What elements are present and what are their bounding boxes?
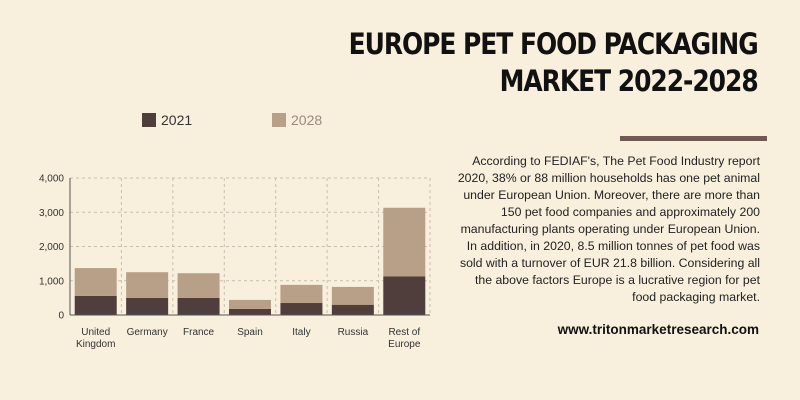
bar-2021 xyxy=(331,304,374,315)
legend-swatch-2021 xyxy=(142,113,156,127)
y-tick-label: 4,000 xyxy=(39,174,64,185)
website-link[interactable]: www.tritonmarketresearch.com xyxy=(557,322,759,337)
bar-2021 xyxy=(74,295,117,315)
x-tick-label: Spain xyxy=(237,327,263,338)
bar-2028 xyxy=(177,273,220,298)
y-tick-label: 3,000 xyxy=(39,208,64,219)
legend-swatch-2028 xyxy=(272,113,286,127)
y-tick-label: 1,000 xyxy=(39,276,64,287)
bar-2028 xyxy=(126,272,169,298)
legend-label-2021: 2021 xyxy=(161,112,193,128)
legend-item-2028: 2028 xyxy=(272,112,322,128)
x-tick-label: Russia xyxy=(338,327,369,338)
description-text: According to FEDIAF's, The Pet Food Indu… xyxy=(457,154,760,304)
bar-2021 xyxy=(126,297,169,315)
legend-item-2021: 2021 xyxy=(142,112,192,128)
x-tick-label: France xyxy=(183,327,215,338)
x-tick-label: Europe xyxy=(388,339,421,350)
x-tick-label: Rest of xyxy=(388,327,420,338)
y-tick-label: 2,000 xyxy=(39,242,64,253)
bar-2028 xyxy=(74,268,117,296)
x-tick-label: Germany xyxy=(127,327,168,338)
bar-2021 xyxy=(280,303,323,315)
legend-label-2028: 2028 xyxy=(291,112,323,128)
bar-2021 xyxy=(177,297,220,315)
bar-2021 xyxy=(229,308,271,315)
x-tick-label: Kingdom xyxy=(76,339,115,350)
title-line-2: MARKET 2022-2028 xyxy=(499,64,759,98)
title-line-1: EUROPE PET FOOD PACKAGING xyxy=(348,27,759,61)
x-tick-label: Italy xyxy=(292,327,310,338)
chart-title: EUROPE PET FOOD PACKAGING MARKET 2022-20… xyxy=(348,26,759,100)
bar-2028 xyxy=(280,284,323,304)
bar-2021 xyxy=(383,276,426,315)
bar-2028 xyxy=(383,207,426,277)
bar-2028 xyxy=(229,299,271,309)
x-tick-label: United xyxy=(81,327,110,338)
y-tick-label: 0 xyxy=(58,311,64,322)
bar-2028 xyxy=(331,286,374,305)
decorative-rule xyxy=(620,136,767,141)
